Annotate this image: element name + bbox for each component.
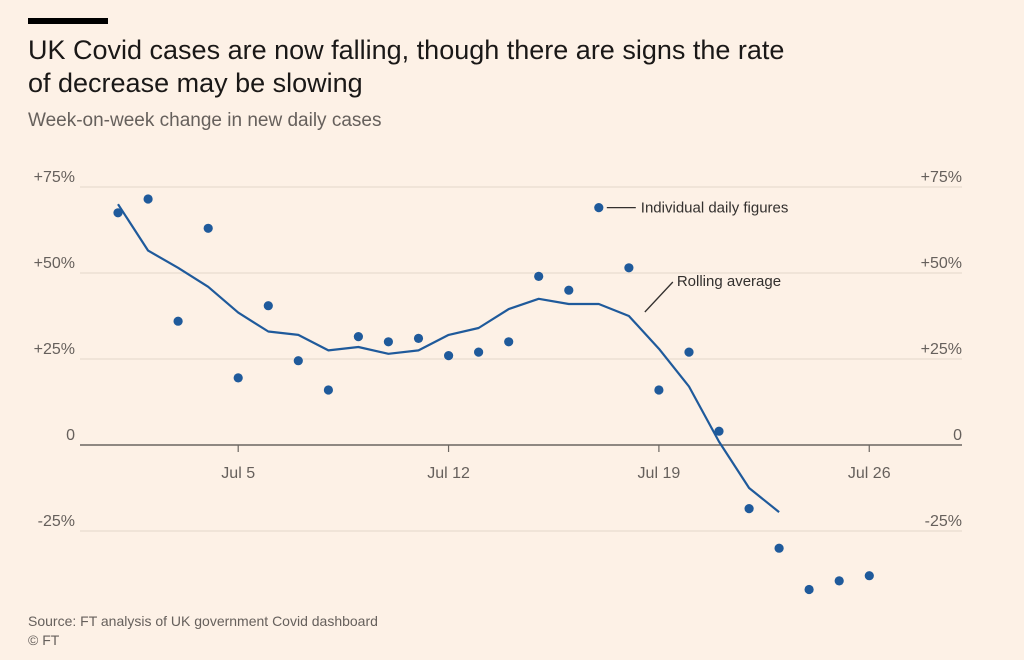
brand-bar [28,18,108,24]
x-tick-label: Jul 26 [848,465,891,482]
x-tick-label: Jul 12 [427,465,470,482]
y-tick-label-right: +25% [921,341,962,358]
daily-figure-dot [143,194,153,204]
daily-figures-series [113,194,874,595]
y-tick-label-left: -25% [38,513,75,530]
daily-figure-dot [113,208,123,218]
daily-figure-dot [624,263,634,273]
daily-figure-dot [684,347,694,357]
legend: Individual daily figures Rolling average [606,200,789,313]
daily-figure-dot [323,385,333,395]
daily-figure-dot [744,504,754,514]
daily-figure-dot [804,584,814,595]
y-tick-label-left: +50% [34,255,75,272]
y-axis-ticks: +75% +75% +50% +50% +25% +25% 0 0 -25% -25% [34,169,962,530]
y-tick-label-right: -25% [925,513,962,530]
daily-figure-dot [293,356,303,366]
y-tick-label-left: +25% [34,341,75,358]
daily-figure-dot [864,571,874,581]
daily-figure-dot [714,426,724,436]
chart-subtitle: Week-on-week change in new daily cases [28,110,382,131]
daily-figure-dot [774,543,784,553]
legend-connector-line [644,281,674,313]
daily-figure-dot [654,385,664,395]
legend-label-rolling-average: Rolling average [677,273,781,290]
chart-title: UK Covid cases are now falling, though t… [28,35,785,98]
daily-figure-dot [444,351,454,361]
daily-figure-dot [233,373,243,383]
daily-figure-dot [474,347,484,357]
daily-figure-dot [504,337,514,347]
rolling-average-series [117,203,780,513]
rolling-average-line [117,203,780,513]
y-tick-label-left: 0 [66,427,75,444]
daily-figure-dot [263,301,273,311]
x-axis-ticks: Jul 5 Jul 12 Jul 19 Jul 26 [221,445,891,482]
daily-figure-dot [413,333,424,343]
y-tick-label-right: 0 [953,427,962,444]
y-tick-label-right: +75% [921,169,962,186]
daily-figure-dot [564,285,574,295]
copyright-note: © FT [28,632,60,648]
y-tick-label-left: +75% [34,169,75,186]
legend-label-daily-figures: Individual daily figures [641,200,789,217]
daily-figure-dot [594,203,604,213]
x-tick-label: Jul 19 [638,465,681,482]
daily-figure-dot [534,271,544,281]
daily-figure-dot [353,332,363,342]
gridlines [80,186,962,532]
source-note: Source: FT analysis of UK government Cov… [28,613,378,629]
daily-figure-dot [173,316,183,326]
daily-figure-dot [383,337,393,347]
daily-figure-dot [834,576,844,586]
daily-figure-dot [203,223,213,233]
y-tick-label-right: +50% [921,255,962,272]
x-tick-label: Jul 5 [221,465,255,482]
